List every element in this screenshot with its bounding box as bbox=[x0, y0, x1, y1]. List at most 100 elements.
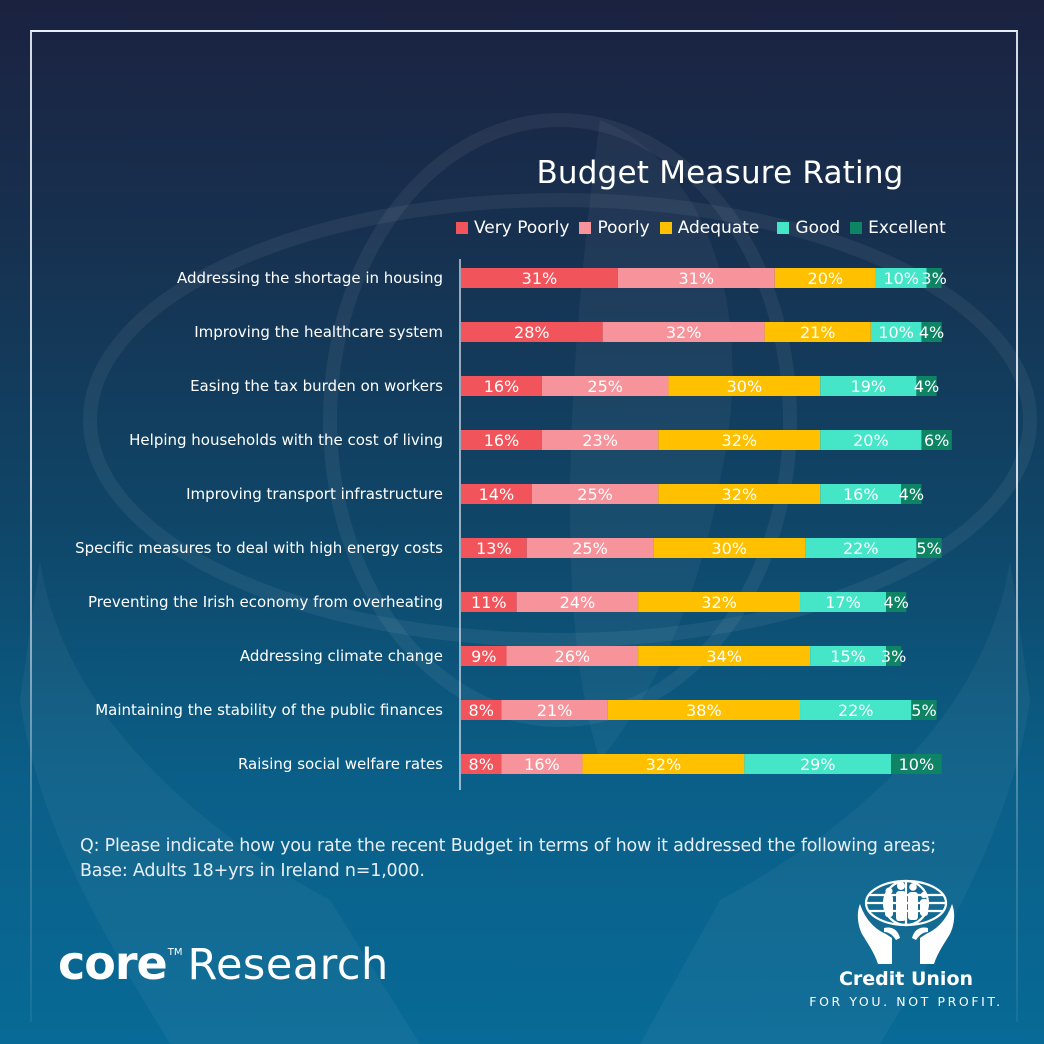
legend-swatch-adequate bbox=[659, 222, 672, 234]
data-label-excellent: 3% bbox=[921, 269, 946, 288]
footnote-base: Base: Adults 18+yrs in Ireland n=1,000. bbox=[80, 861, 425, 881]
bar-row-improving-the-healthcare-system: Improving the healthcare system 28% 32% 21%… bbox=[194, 322, 944, 342]
bar-segment-excellent bbox=[911, 700, 937, 720]
bar-segment-adequate bbox=[774, 268, 876, 288]
legend-label-poorly: Poorly bbox=[597, 218, 650, 238]
category-label: Specific measures to deal with high ener… bbox=[75, 539, 443, 557]
data-label-very-poorly: 16% bbox=[484, 431, 520, 450]
bar-segment-excellent bbox=[916, 376, 937, 396]
data-label-adequate: 32% bbox=[722, 431, 758, 450]
bar-segment-poorly bbox=[602, 322, 765, 342]
bar-segment-excellent bbox=[921, 322, 942, 342]
data-label-adequate: 32% bbox=[646, 755, 682, 774]
data-label-adequate: 32% bbox=[722, 485, 758, 504]
data-label-poorly: 32% bbox=[666, 323, 702, 342]
data-label-very-poorly: 8% bbox=[469, 755, 494, 774]
bar-segment-poorly bbox=[516, 592, 639, 612]
bar-segment-excellent bbox=[886, 646, 902, 666]
data-label-poorly: 23% bbox=[582, 431, 618, 450]
bar-segment-poorly bbox=[526, 538, 654, 558]
data-label-excellent: 3% bbox=[881, 647, 906, 666]
bar-segment-good bbox=[800, 592, 887, 612]
bar-segment-good bbox=[810, 646, 887, 666]
bar-segment-very-poorly bbox=[461, 268, 618, 288]
data-label-very-poorly: 9% bbox=[471, 647, 496, 666]
data-label-excellent: 4% bbox=[914, 377, 939, 396]
data-label-good: 22% bbox=[843, 539, 879, 558]
bar-row-raising-social-welfare-rates: Raising social welfare rates 8% 16% 32% 29% 1… bbox=[238, 754, 942, 774]
data-label-good: 17% bbox=[825, 593, 861, 612]
bar-segment-poorly bbox=[506, 646, 639, 666]
bar-segment-adequate bbox=[764, 322, 871, 342]
data-label-poorly: 16% bbox=[524, 755, 560, 774]
bar-segment-adequate bbox=[668, 376, 821, 396]
data-label-adequate: 32% bbox=[701, 593, 737, 612]
bar-segment-poorly bbox=[501, 754, 583, 774]
legend-label-excellent: Excellent bbox=[868, 218, 946, 238]
data-label-very-poorly: 31% bbox=[522, 269, 558, 288]
bar-segment-very-poorly bbox=[461, 322, 603, 342]
bar-segment-very-poorly bbox=[461, 754, 502, 774]
legend-item-very-poorly: Very Poorly bbox=[456, 218, 569, 238]
data-label-poorly: 26% bbox=[555, 647, 591, 666]
data-label-very-poorly: 8% bbox=[469, 701, 494, 720]
data-label-good: 20% bbox=[853, 431, 889, 450]
category-label: Improving transport infrastructure bbox=[186, 485, 443, 503]
bar-segment-good bbox=[800, 700, 912, 720]
category-label: Easing the tax burden on workers bbox=[190, 377, 443, 395]
legend-item-poorly: Poorly bbox=[579, 218, 650, 238]
category-label: Improving the healthcare system bbox=[194, 323, 443, 341]
bar-segment-good bbox=[870, 322, 922, 342]
bar-row-preventing-the-irish-economy-from-overheating: Preventing the Irish economy from overhe… bbox=[88, 592, 909, 612]
category-label: Raising social welfare rates bbox=[238, 755, 443, 773]
data-label-adequate: 34% bbox=[706, 647, 742, 666]
data-label-good: 19% bbox=[851, 377, 887, 396]
bar-row-maintaining-the-stability-of-the-public-finances: Maintaining the stability of the public … bbox=[95, 700, 937, 720]
core-logo-word: core bbox=[58, 936, 168, 990]
category-label: Addressing climate change bbox=[240, 647, 443, 665]
legend-label-adequate: Adequate bbox=[677, 218, 760, 238]
bar-segment-excellent bbox=[916, 538, 942, 558]
bar-segment-good bbox=[820, 430, 922, 450]
data-label-poorly: 25% bbox=[572, 539, 608, 558]
bar-row-easing-the-tax-burden-on-workers: Easing the tax burden on workers 16% 25% 30… bbox=[190, 376, 939, 396]
bar-segment-very-poorly bbox=[461, 484, 532, 504]
data-label-excellent: 5% bbox=[911, 701, 936, 720]
data-label-very-poorly: 14% bbox=[479, 485, 515, 504]
data-label-very-poorly: 11% bbox=[471, 593, 507, 612]
legend-swatch-very-poorly bbox=[456, 222, 468, 234]
bar-segment-very-poorly bbox=[461, 592, 517, 612]
survey-footnote: Q: Please indicate how you rate the rece… bbox=[80, 834, 936, 884]
core-logo-research: Research bbox=[187, 940, 389, 990]
bar-segment-good bbox=[875, 268, 927, 288]
data-label-excellent: 6% bbox=[924, 431, 949, 450]
data-label-good: 10% bbox=[878, 323, 914, 342]
data-label-very-poorly: 16% bbox=[484, 377, 520, 396]
data-label-good: 29% bbox=[800, 755, 836, 774]
bar-segment-excellent bbox=[886, 592, 907, 612]
bar-segment-excellent bbox=[921, 430, 952, 450]
bar-segment-adequate bbox=[638, 646, 811, 666]
legend-label-good: Good bbox=[795, 218, 841, 238]
data-label-adequate: 21% bbox=[800, 323, 836, 342]
data-label-adequate: 30% bbox=[711, 539, 747, 558]
data-label-good: 15% bbox=[830, 647, 866, 666]
bar-segment-poorly bbox=[501, 700, 608, 720]
bar-segment-excellent bbox=[891, 754, 942, 774]
bar-row-helping-households-with-the-cost-of-living: Helping households with the cost of livi… bbox=[129, 430, 952, 450]
data-label-very-poorly: 28% bbox=[514, 323, 550, 342]
bar-segment-good bbox=[744, 754, 892, 774]
legend-swatch-good bbox=[777, 222, 790, 234]
category-label: Preventing the Irish economy from overhe… bbox=[88, 593, 443, 611]
bar-segment-excellent bbox=[926, 268, 942, 288]
core-logo-trademark: TM bbox=[167, 947, 183, 958]
credit-union-logo: Credit Union FOR YOU. NOT PROFIT. bbox=[800, 876, 1012, 1009]
bar-segment-adequate bbox=[658, 484, 821, 504]
bar-segment-adequate bbox=[653, 538, 806, 558]
category-label: Addressing the shortage in housing bbox=[177, 269, 443, 287]
credit-union-emblem-icon bbox=[857, 879, 955, 964]
category-label: Helping households with the cost of livi… bbox=[129, 431, 443, 449]
footnote-question: Q: Please indicate how you rate the rece… bbox=[80, 836, 936, 856]
bar-segment-excellent bbox=[901, 484, 922, 504]
